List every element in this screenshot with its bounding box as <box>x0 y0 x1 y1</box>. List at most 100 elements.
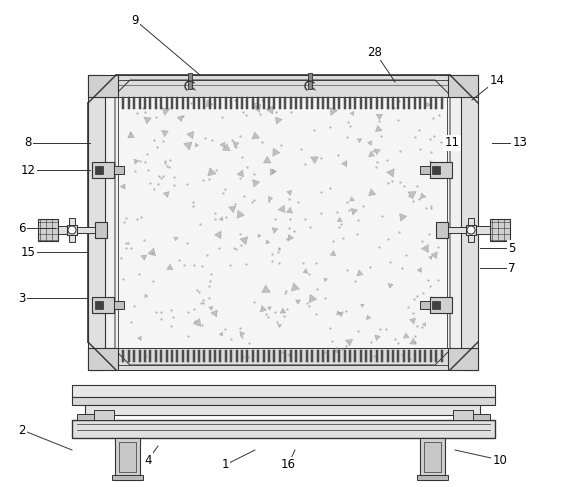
Point <box>305 224 314 231</box>
Point <box>393 116 403 124</box>
Polygon shape <box>268 196 273 201</box>
Point <box>132 215 141 223</box>
Bar <box>133 350 135 362</box>
Text: 12: 12 <box>20 164 36 176</box>
Bar <box>403 350 405 362</box>
Point <box>408 197 417 205</box>
Circle shape <box>68 226 76 234</box>
Point <box>230 96 239 104</box>
Point <box>230 200 239 207</box>
Bar <box>425 350 426 362</box>
Text: 15: 15 <box>20 245 35 259</box>
Point <box>211 167 221 174</box>
Point <box>235 131 244 139</box>
Point <box>202 251 211 259</box>
Polygon shape <box>128 132 134 138</box>
Point <box>342 342 351 350</box>
Point <box>405 355 414 363</box>
Point <box>337 221 346 228</box>
Point <box>238 353 247 361</box>
Bar <box>241 97 243 109</box>
Bar <box>306 350 308 362</box>
Point <box>329 237 338 244</box>
Bar <box>128 350 130 362</box>
Bar <box>114 301 124 309</box>
Polygon shape <box>145 294 148 298</box>
Bar <box>461 75 478 370</box>
Polygon shape <box>422 323 426 326</box>
Polygon shape <box>162 131 168 137</box>
Polygon shape <box>273 148 280 156</box>
Bar <box>327 97 329 109</box>
Bar <box>263 97 265 109</box>
Polygon shape <box>417 267 422 272</box>
Bar <box>308 73 312 89</box>
Bar <box>268 350 270 362</box>
Point <box>284 224 293 232</box>
Point <box>283 305 292 313</box>
Point <box>126 244 136 252</box>
Point <box>156 308 166 316</box>
Point <box>316 209 325 217</box>
Bar <box>236 350 238 362</box>
Bar <box>435 350 437 362</box>
Bar <box>448 348 478 370</box>
Point <box>411 133 420 141</box>
Point <box>208 135 217 143</box>
Point <box>312 285 321 293</box>
Point <box>198 320 207 328</box>
Bar <box>252 97 254 109</box>
Bar <box>284 350 286 362</box>
Polygon shape <box>369 151 374 157</box>
Point <box>401 251 410 259</box>
Bar <box>295 97 297 109</box>
Text: 4: 4 <box>144 453 152 467</box>
Point <box>142 150 151 158</box>
Point <box>183 180 192 187</box>
Polygon shape <box>361 304 364 307</box>
Bar <box>85 405 480 415</box>
Point <box>302 300 311 307</box>
Bar <box>209 97 211 109</box>
Bar <box>354 350 356 362</box>
Point <box>325 123 335 131</box>
Bar <box>436 222 448 238</box>
Point <box>405 192 414 200</box>
Point <box>160 157 169 165</box>
Point <box>312 260 321 267</box>
Point <box>242 163 251 171</box>
Bar <box>316 350 319 362</box>
Point <box>235 324 244 332</box>
Polygon shape <box>184 142 192 150</box>
Polygon shape <box>409 318 416 324</box>
Bar <box>430 350 432 362</box>
Polygon shape <box>174 237 178 241</box>
Bar <box>88 75 118 97</box>
Point <box>311 310 320 318</box>
Bar <box>133 97 135 109</box>
Polygon shape <box>392 106 396 110</box>
Bar <box>430 297 452 313</box>
Bar <box>408 97 411 109</box>
Bar <box>155 97 156 109</box>
Point <box>229 244 238 252</box>
Polygon shape <box>408 191 416 199</box>
Point <box>419 290 428 298</box>
Polygon shape <box>367 141 372 145</box>
Point <box>342 307 351 315</box>
Bar <box>155 350 156 362</box>
Bar <box>333 97 335 109</box>
Point <box>283 235 292 243</box>
Point <box>134 270 143 278</box>
Bar <box>116 75 450 97</box>
Point <box>344 206 353 214</box>
Bar <box>453 410 473 420</box>
Point <box>424 277 433 284</box>
Polygon shape <box>240 332 245 337</box>
Point <box>342 198 352 206</box>
Point <box>371 164 380 171</box>
Point <box>316 188 325 196</box>
Point <box>199 177 208 185</box>
Point <box>387 177 396 185</box>
Point <box>247 198 256 206</box>
